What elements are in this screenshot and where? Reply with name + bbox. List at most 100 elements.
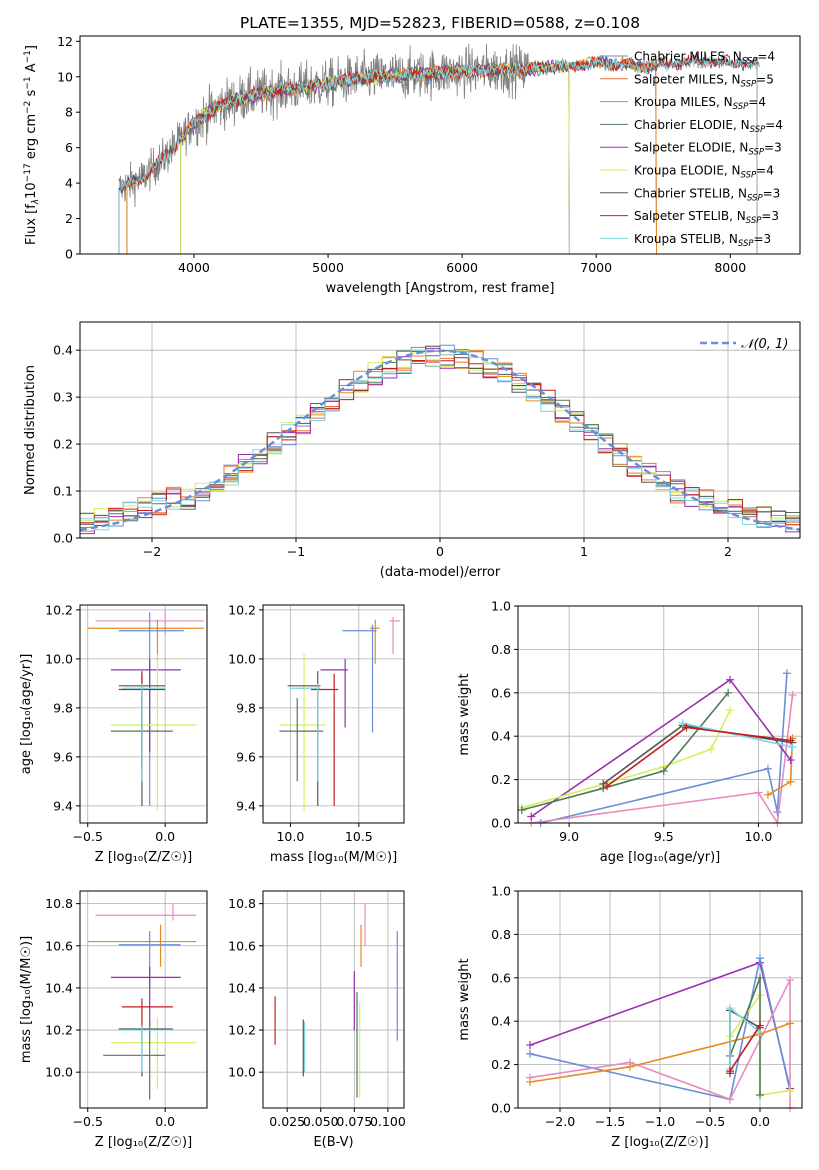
mass-vs-Z-panel: −0.5 0.0 10.0 10.2 10.4 10.6 10.8 Z [log₁₀(Z/Z☉… bbox=[19, 890, 208, 1150]
histograms bbox=[80, 344, 800, 535]
legend-label: Chabrier ELODIE, NSSP=4 bbox=[634, 118, 783, 135]
axes-frame bbox=[79, 890, 208, 1109]
y-tick-label: 0.0 bbox=[491, 1101, 511, 1116]
y-tick-label: 10.8 bbox=[45, 896, 73, 911]
marker-kroupa-elodie bbox=[707, 745, 716, 754]
marker-salpeter-stelib bbox=[682, 723, 691, 732]
x-tick-label: 0 bbox=[436, 544, 444, 559]
mw-vs-age-panel: 9.0 9.5 10.0 0.0 0.2 0.4 0.6 0.8 1.0 age [log₁₀(a… bbox=[457, 599, 803, 865]
y-axis-label: mass weight bbox=[457, 958, 472, 1040]
marker-pink bbox=[726, 1095, 734, 1104]
weight-lines bbox=[526, 954, 794, 1112]
y-tick-label: 9.8 bbox=[236, 700, 256, 715]
error-bars bbox=[274, 903, 398, 1098]
y-tick-label: 0.2 bbox=[53, 437, 73, 452]
marker-salpeter-stelib bbox=[756, 1021, 764, 1030]
x-tick-label: 0.050 bbox=[303, 1114, 339, 1129]
y-tick-label: 10.2 bbox=[45, 1023, 73, 1038]
x-tick-label: 2 bbox=[724, 544, 732, 559]
x-axis-label: age [log₁₀(age/yr)] bbox=[600, 850, 721, 865]
legend-label: Kroupa STELIB, NSSP=3 bbox=[634, 232, 771, 249]
marker-kroupa-elodie bbox=[786, 1086, 794, 1095]
line-pink bbox=[531, 694, 794, 826]
y-tick-label: 9.4 bbox=[236, 798, 256, 813]
marker-kroupa-elodie bbox=[726, 706, 735, 715]
marker-pink bbox=[788, 690, 797, 699]
error-bars bbox=[279, 617, 400, 811]
y-tick-label: 9.6 bbox=[53, 749, 73, 764]
x-tick-label: 10.0 bbox=[745, 829, 773, 844]
marker-kroupa-miles bbox=[786, 1019, 794, 1028]
axes-frame bbox=[262, 890, 405, 1109]
x-tick-label: 1 bbox=[580, 544, 588, 559]
residuals-legend: 𝒩(0, 1) bbox=[700, 337, 788, 352]
y-tick-label: 1.0 bbox=[491, 884, 511, 899]
y-tick-label: 1.0 bbox=[491, 599, 511, 614]
marker-kroupa-miles bbox=[626, 1062, 634, 1071]
y-tick-label: 9.8 bbox=[53, 700, 73, 715]
marker-kroupa-miles bbox=[763, 790, 772, 799]
axes-frame bbox=[79, 35, 801, 255]
error-bars bbox=[87, 903, 197, 1100]
y-tick-label: 10.4 bbox=[45, 980, 73, 995]
y-tick-label: 0.3 bbox=[53, 390, 73, 405]
line-kroupa-elodie bbox=[521, 709, 731, 809]
y-tick-label: 0.4 bbox=[491, 1014, 511, 1029]
y-axis-label: Flux [fλ10−17 erg cm−2 s−1 A−1] bbox=[23, 45, 41, 245]
gridlines bbox=[80, 605, 207, 823]
y-tick-label: 0.6 bbox=[491, 685, 511, 700]
legend-label: Chabrier STELIB, NSSP=3 bbox=[634, 186, 780, 203]
marker-salpeter-elodie bbox=[786, 756, 795, 765]
y-tick-label: 9.6 bbox=[236, 749, 256, 764]
x-tick-label: −2.0 bbox=[545, 1114, 575, 1129]
hist-kroupa-stelib bbox=[80, 349, 800, 531]
marker-kroupa-miles bbox=[786, 777, 795, 786]
x-axis-label: Z [log₁₀(Z/Z☉)] bbox=[611, 1135, 708, 1150]
x-axis-label: wavelength [Angstrom, rest frame] bbox=[326, 281, 555, 296]
y-tick-label: 2 bbox=[65, 211, 73, 226]
y-tick-label: 0.4 bbox=[491, 729, 511, 744]
y-tick-label: 0.4 bbox=[53, 343, 73, 358]
axes-frame bbox=[262, 604, 405, 824]
y-axis-label: mass [log₁₀(M/M☉)] bbox=[19, 936, 34, 1063]
marker-pink bbox=[754, 788, 763, 797]
axes-frame bbox=[517, 605, 803, 824]
x-tick-label: −1.5 bbox=[595, 1114, 625, 1129]
marker-chabrier-elodie bbox=[724, 688, 733, 697]
x-tick-label: 0.100 bbox=[370, 1114, 406, 1129]
marker-chabrier-elodie bbox=[517, 805, 526, 814]
y-tick-label: 10.6 bbox=[45, 938, 73, 953]
mw-vs-Z-panel: −2.0 −1.5 −1.0 −0.5 0.0 0.0 0.2 0.4 0.6 0.8 1.0 Z [… bbox=[457, 884, 803, 1150]
y-tick-label: 4 bbox=[65, 176, 73, 191]
y-tick-label: 0.8 bbox=[491, 927, 511, 942]
legend-label: Chabrier MILES, NSSP=4 bbox=[634, 50, 775, 67]
x-tick-label: 10.0 bbox=[276, 829, 304, 844]
x-tick-label: 9.0 bbox=[559, 829, 579, 844]
x-tick-label: −2 bbox=[143, 544, 161, 559]
gridlines bbox=[80, 891, 207, 1108]
marker-kroupa-stelib bbox=[726, 1004, 734, 1013]
gridlines bbox=[263, 605, 404, 823]
legend-label: Salpeter STELIB, NSSP=3 bbox=[634, 209, 779, 226]
x-tick-label: 5000 bbox=[312, 260, 344, 275]
y-tick-label: 0.0 bbox=[491, 816, 511, 831]
y-tick-label: 10.0 bbox=[228, 1065, 256, 1080]
spectrum-lines bbox=[118, 43, 760, 254]
x-tick-label: −1.0 bbox=[645, 1114, 675, 1129]
age-vs-Z-panel: −0.5 0.0 9.4 9.6 9.8 10.0 10.2 Z [log₁₀(Z/Z☉)] a… bbox=[19, 602, 208, 865]
gridlines bbox=[263, 891, 404, 1108]
x-tick-label: 10.5 bbox=[345, 829, 373, 844]
y-tick-label: 10 bbox=[57, 69, 73, 84]
legend-label: 𝒩(0, 1) bbox=[741, 337, 788, 352]
x-tick-label: 4000 bbox=[178, 260, 210, 275]
y-axis-label: Normed distribution bbox=[23, 365, 38, 495]
marker-chabrier-elodie bbox=[756, 1090, 764, 1099]
marker-chabrier-elodie bbox=[756, 973, 764, 982]
marker-chabrier-elodie bbox=[659, 766, 668, 775]
x-tick-label: 0.0 bbox=[750, 1114, 770, 1129]
line-chabrier-miles bbox=[529, 958, 791, 1101]
x-tick-label: −1 bbox=[287, 544, 305, 559]
marker-chabrier-miles bbox=[763, 764, 772, 773]
line-salpeter-stelib bbox=[729, 1025, 761, 1072]
y-tick-label: 10.0 bbox=[228, 651, 256, 666]
